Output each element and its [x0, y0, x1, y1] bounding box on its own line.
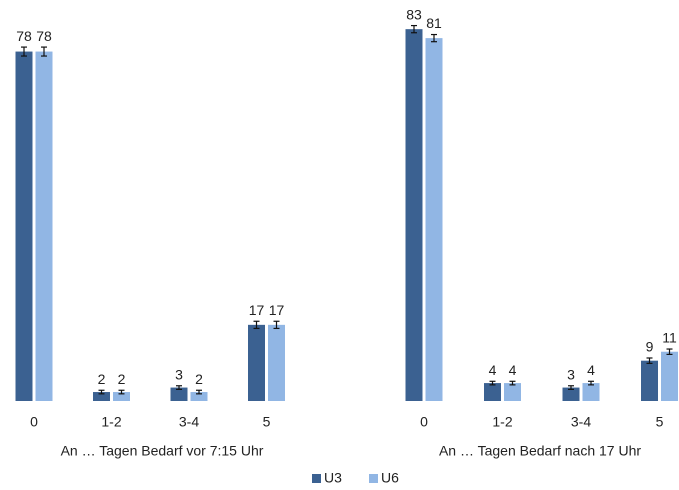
bar	[405, 29, 423, 401]
bar	[170, 387, 188, 401]
x-axis-title: An … Tagen Bedarf nach 17 Uhr	[439, 443, 641, 459]
legend-label: U3	[324, 470, 342, 486]
bar	[268, 324, 285, 401]
bar	[425, 38, 443, 402]
bar	[113, 392, 130, 401]
legend-label: U6	[381, 470, 399, 486]
data-label: 11	[662, 330, 677, 346]
bar	[248, 324, 265, 401]
data-label: 78	[16, 28, 32, 44]
x-tick-label: 1-2	[492, 414, 512, 430]
legend-swatch	[312, 474, 321, 483]
x-tick-label: 3-4	[571, 414, 591, 430]
bar	[641, 360, 658, 401]
data-label: 4	[509, 362, 517, 378]
x-tick-label: 5	[656, 414, 664, 430]
x-tick-label: 0	[30, 414, 38, 430]
bar	[661, 351, 678, 401]
data-label: 4	[489, 362, 497, 378]
data-label: 78	[36, 28, 52, 44]
x-tick-label: 0	[420, 414, 428, 430]
bar	[35, 51, 53, 402]
bar	[190, 392, 208, 401]
x-axis-title: An … Tagen Bedarf vor 7:15 Uhr	[61, 443, 264, 459]
bar	[504, 383, 521, 401]
data-label: 9	[646, 339, 654, 355]
data-label: 2	[98, 371, 106, 387]
bar	[562, 387, 580, 401]
data-label: 3	[567, 366, 575, 382]
bar	[93, 392, 110, 401]
data-label: 83	[406, 6, 422, 22]
legend-swatch	[369, 474, 378, 483]
data-label: 3	[175, 366, 183, 382]
data-label: 4	[587, 362, 595, 378]
bar	[582, 383, 600, 401]
data-label: 81	[426, 15, 442, 31]
data-label: 17	[269, 302, 285, 318]
bar	[484, 383, 501, 401]
bar	[15, 51, 33, 402]
data-label: 17	[249, 302, 265, 318]
x-tick-label: 5	[263, 414, 271, 430]
x-tick-label: 1-2	[101, 414, 121, 430]
data-label: 2	[195, 371, 203, 387]
x-tick-label: 3-4	[179, 414, 199, 430]
data-label: 2	[118, 371, 126, 387]
